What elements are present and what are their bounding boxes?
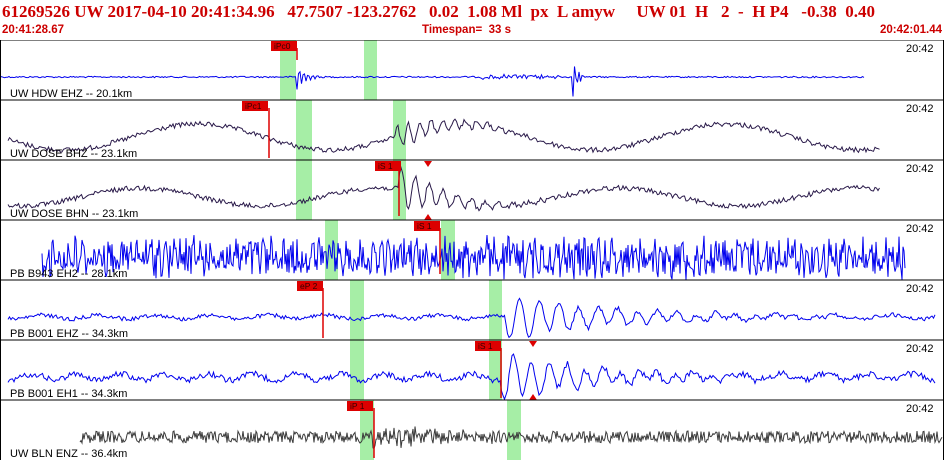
pick-label[interactable]: iS 1 [414,221,440,231]
trace-time-label: 20:42 [906,403,934,415]
pick-window-1[interactable] [296,100,312,160]
waveform-line [79,426,943,450]
trace-time-label: 20:42 [906,103,934,115]
trace-row-1[interactable]: iPc0 UW HDW EHZ -- 20.1km 20:42 [0,39,944,100]
pick-label[interactable]: eP 2 [297,281,323,291]
pick-label-text: iS 1 [417,221,432,231]
waveform-line [0,66,865,97]
pick-window-2[interactable] [441,220,455,280]
amplitude-marker-bottom [529,394,537,400]
trace-row-3[interactable]: iS 1 UW DOSE BHN -- 23.1km 20:42 [0,159,944,220]
header-bar: 61269526 UW 2017-04-10 20:41:34.96 47.75… [0,0,944,40]
amplitude-marker-top [424,161,432,167]
pick-window-1[interactable] [325,220,338,280]
pick-label-box [271,41,297,51]
amplitude-marker-bottom [424,214,432,220]
trace-row-2[interactable]: iPc1 UW DOSE BHZ -- 23.1km 20:42 [0,99,944,160]
station-label: UW DOSE BHN -- 23.1km [10,208,138,220]
station-label: UW BLN ENZ -- 36.4km [10,448,127,460]
station-label: PB B943 EH2 -- 28.1km [10,268,127,280]
waveform-line [7,118,880,154]
pick-window-1[interactable] [350,340,364,400]
station-label: UW DOSE BHZ -- 23.1km [10,148,137,160]
trace-row-5[interactable]: eP 2 PB B001 EHZ -- 34.3km 20:42 [0,279,944,340]
seismogram-traces[interactable]: iPc0 UW HDW EHZ -- 20.1km 20:42 iPc1 UW DOSE… [0,39,944,460]
pick-label[interactable]: iPc1 [242,101,268,111]
pick-label-text: iP 1 [350,401,365,411]
start-time-label: 20:41:28.67 [2,24,65,36]
amplitude-marker-top [529,341,537,347]
pick-label[interactable]: iS 1 [475,341,501,351]
trace-time-label: 20:42 [906,43,934,55]
seismogram-panel[interactable]: iPc0 UW HDW EHZ -- 20.1km 20:42 iPc1 UW DOSE… [0,39,944,465]
pick-window-2[interactable] [364,40,377,100]
pick-window-1[interactable] [280,40,296,100]
station-label: PB B001 EH1 -- 34.3km [10,388,127,400]
pick-label-text: eP 2 [300,281,318,291]
timespan-label: Timespan= 33 s [422,24,511,36]
pick-label[interactable]: iS 1 [375,161,401,171]
trace-time-label: 20:42 [906,283,934,295]
trace-row-7[interactable]: iP 1 UW BLN ENZ -- 36.4km 20:42 [0,399,944,460]
end-time-label: 20:42:01.44 [879,24,942,36]
station-label: PB B001 EHZ -- 34.3km [10,328,128,340]
trace-row-6[interactable]: iS 1 PB B001 EH1 -- 34.3km 20:42 [0,339,944,401]
pick-label-text: iS 1 [378,161,393,171]
pick-label-box [242,101,268,111]
pick-label-box [375,161,401,171]
pick-label-box [297,281,323,291]
pick-label-box [347,401,373,411]
trace-time-label: 20:42 [906,163,934,175]
pick-window-1[interactable] [360,400,374,460]
pick-label-text: iS 1 [478,341,493,351]
waveform-line [7,165,880,212]
station-label: UW HDW EHZ -- 20.1km [10,88,132,100]
trace-time-label: 20:42 [906,223,934,235]
event-summary-title: 61269526 UW 2017-04-10 20:41:34.96 47.75… [2,2,875,21]
pick-label[interactable]: iP 1 [347,401,373,411]
pick-label-text: iPc1 [245,101,262,111]
waveform-line [7,353,936,401]
pick-label-text: iPc0 [274,41,291,51]
pick-label-box [475,341,501,351]
pick-window-2[interactable] [489,280,502,340]
pick-window-2[interactable] [507,400,521,460]
pick-window-1[interactable] [296,160,312,220]
waveform-line [7,297,936,339]
pick-label[interactable]: iPc0 [271,41,297,51]
pick-window-2[interactable] [393,100,406,160]
pick-window-1[interactable] [350,280,364,340]
trace-time-label: 20:42 [906,343,934,355]
trace-row-4[interactable]: iS 1 PB B943 EH2 -- 28.1km 20:42 [0,219,944,280]
pick-label-box [414,221,440,231]
waveform-line [41,234,906,280]
pick-window-2[interactable] [489,340,502,400]
